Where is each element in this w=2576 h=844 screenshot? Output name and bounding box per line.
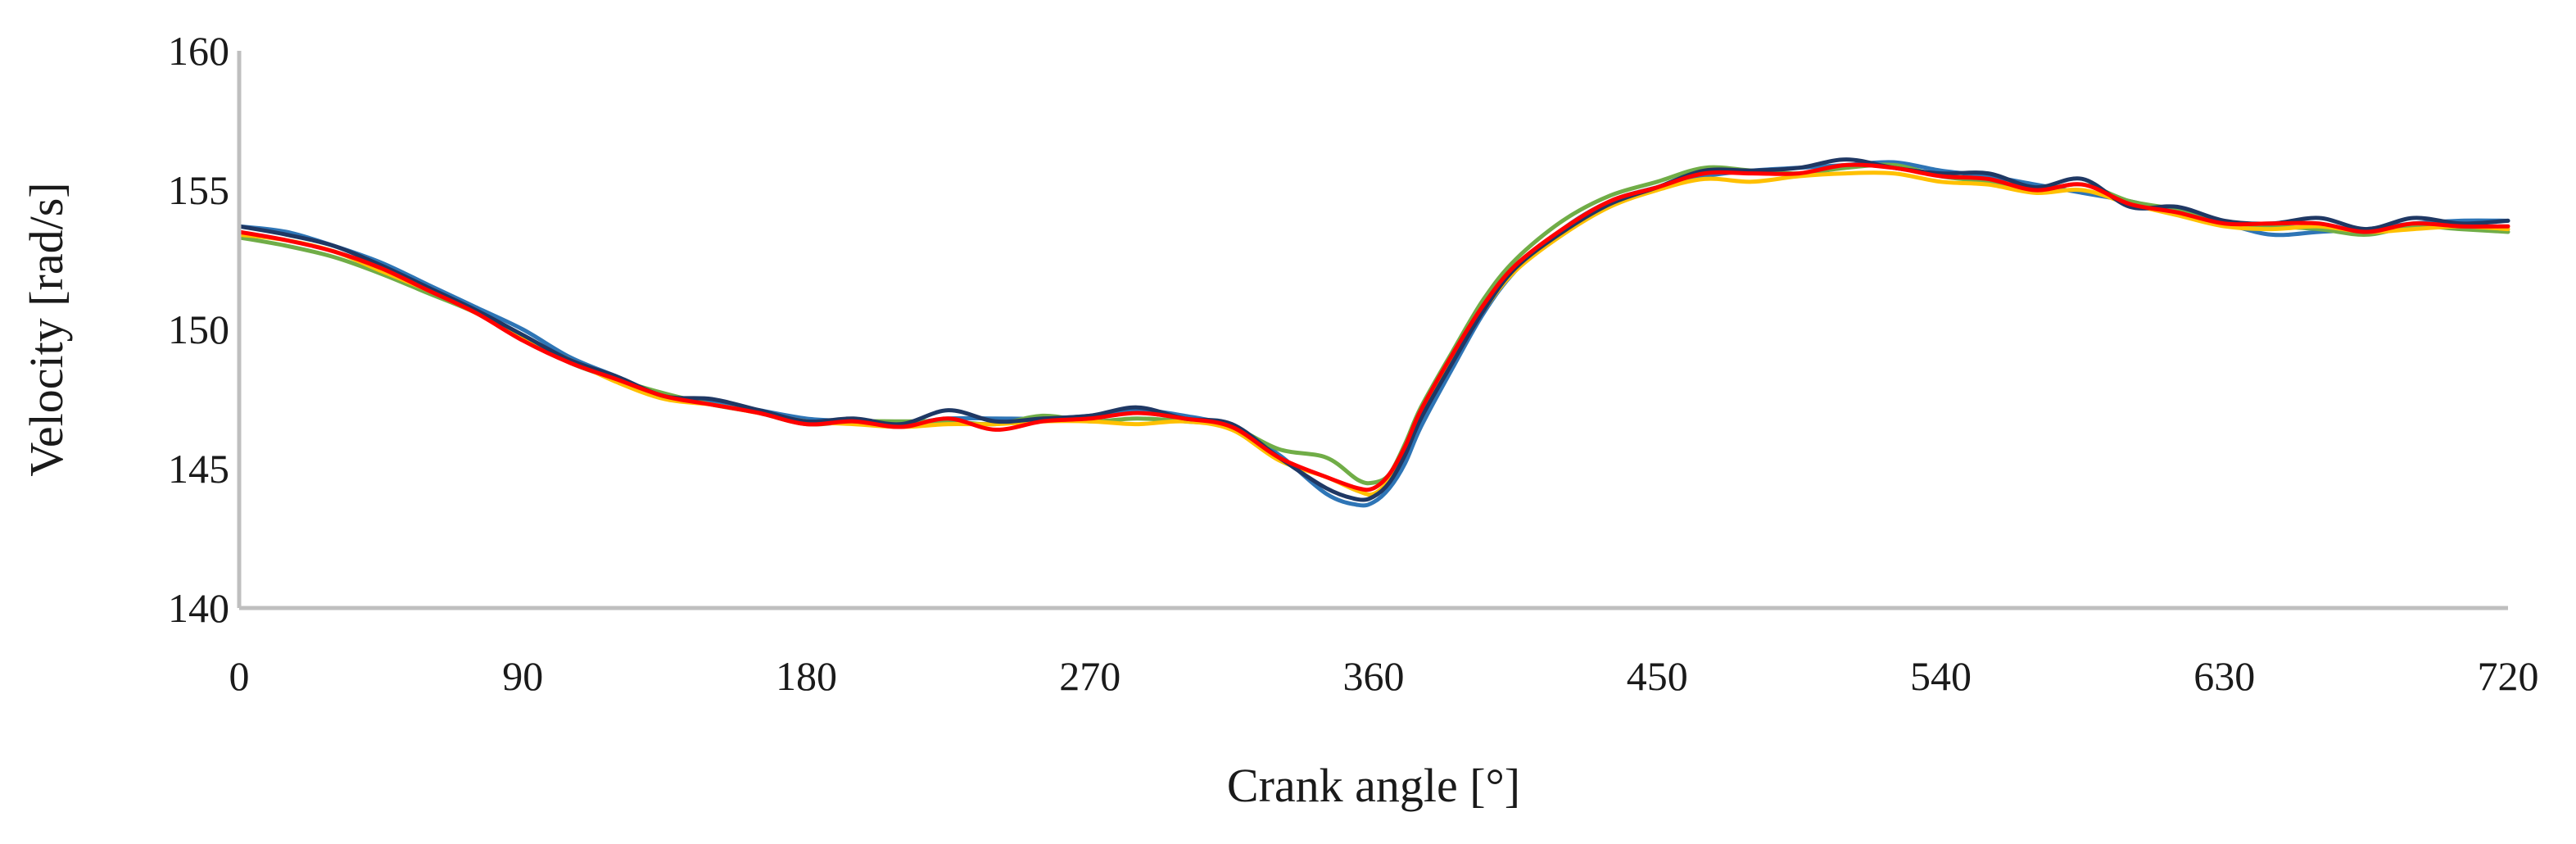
y-axis-title: Velocity [rad/s] <box>20 182 73 476</box>
y-tick-labels: 140 145 150 155 160 <box>168 28 229 631</box>
series-line-3 <box>237 170 2510 497</box>
y-tick-label: 150 <box>168 306 229 352</box>
x-tick-label: 360 <box>1343 653 1405 699</box>
y-tick-label: 160 <box>168 28 229 74</box>
x-tick-label: 720 <box>2478 653 2539 699</box>
x-tick-labels: 0 90 180 270 360 450 540 630 720 <box>229 653 2539 699</box>
x-tick-label: 0 <box>229 653 250 699</box>
x-tick-label: 540 <box>1910 653 1972 699</box>
x-tick-label: 90 <box>502 653 543 699</box>
x-tick-label: 450 <box>1627 653 1688 699</box>
series-line-5 <box>237 162 2510 492</box>
series-layer <box>237 157 2510 508</box>
x-tick-label: 180 <box>776 653 837 699</box>
x-tick-label: 270 <box>1059 653 1120 699</box>
x-axis-title: Crank angle [°] <box>1227 759 1520 812</box>
x-tick-label: 630 <box>2193 653 2255 699</box>
y-tick-label: 155 <box>168 167 229 213</box>
y-tick-label: 145 <box>168 446 229 492</box>
y-tick-label: 140 <box>168 585 229 631</box>
